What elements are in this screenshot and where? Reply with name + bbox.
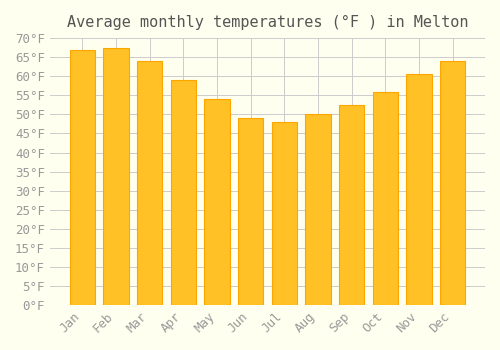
Bar: [372, 91, 398, 305]
Bar: [170, 80, 196, 305]
Bar: [238, 118, 263, 305]
Bar: [204, 99, 230, 305]
Bar: [104, 48, 128, 305]
Bar: [272, 122, 297, 305]
Bar: [339, 105, 364, 305]
Title: Average monthly temperatures (°F ) in Melton: Average monthly temperatures (°F ) in Me…: [66, 15, 468, 30]
Bar: [440, 61, 465, 305]
Bar: [406, 74, 432, 305]
Bar: [70, 50, 95, 305]
Bar: [306, 114, 330, 305]
Bar: [137, 61, 162, 305]
